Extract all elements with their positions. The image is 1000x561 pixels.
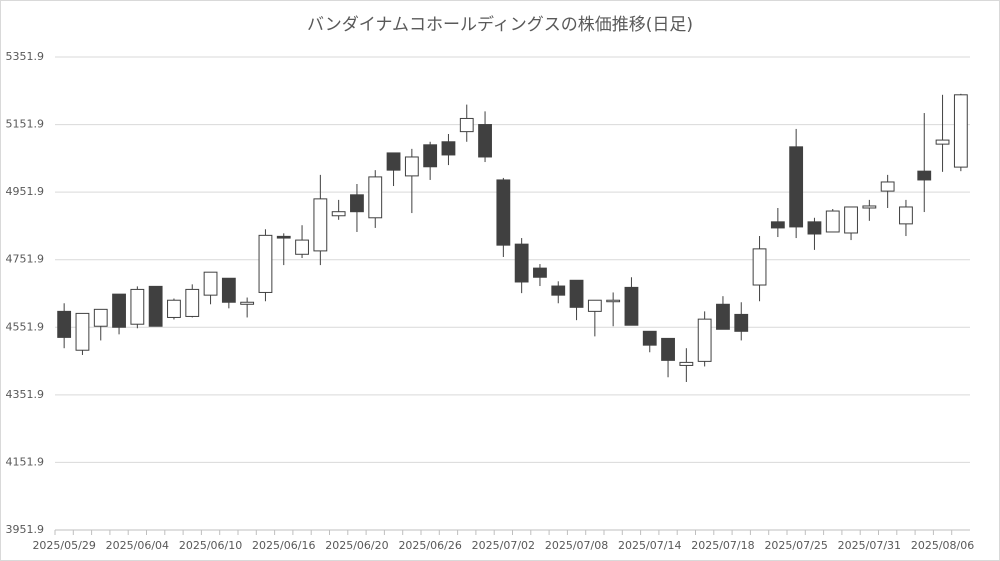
candle-body xyxy=(514,243,529,283)
x-tick-label: 2025/08/06 xyxy=(911,539,974,552)
candle-body xyxy=(258,234,273,293)
candle-body xyxy=(93,308,108,327)
x-tick-label: 2025/07/08 xyxy=(545,539,608,552)
x-tick-label: 2025/06/26 xyxy=(398,539,461,552)
candle-body xyxy=(789,146,804,228)
candle-body xyxy=(953,94,968,168)
candle-body xyxy=(825,210,840,233)
candle-body xyxy=(734,313,749,332)
candle-body xyxy=(642,330,657,346)
candle-body xyxy=(679,361,694,366)
candle-body xyxy=(606,299,621,303)
x-tick-label: 2025/07/31 xyxy=(838,539,901,552)
x-tick-label: 2025/06/20 xyxy=(325,539,388,552)
candle-body xyxy=(807,221,822,235)
candle-body xyxy=(624,286,639,326)
candle-body xyxy=(935,139,950,145)
candle-body xyxy=(569,279,584,308)
candle-body xyxy=(240,301,255,305)
candle-body xyxy=(844,206,858,234)
y-tick-label: 4951.9 xyxy=(6,185,45,198)
y-tick-label: 5151.9 xyxy=(6,118,45,131)
candle-body xyxy=(478,124,492,158)
candle-body xyxy=(276,235,291,239)
candle-body xyxy=(350,194,364,213)
candle-body xyxy=(899,206,913,225)
candle-body xyxy=(386,152,401,171)
candle-body xyxy=(313,198,328,252)
candle-body xyxy=(862,205,877,209)
candle-body xyxy=(752,248,767,286)
candle-body xyxy=(770,221,785,229)
x-tick-label: 2025/05/29 xyxy=(32,539,95,552)
candle-body xyxy=(533,267,547,278)
y-tick-label: 4551.9 xyxy=(6,320,45,333)
x-tick-label: 2025/07/14 xyxy=(618,539,681,552)
candle-body xyxy=(661,337,675,361)
x-tick-label: 2025/07/02 xyxy=(472,539,535,552)
candle-body xyxy=(423,144,438,168)
candle-body xyxy=(551,285,566,296)
y-tick-label: 4351.9 xyxy=(6,388,45,401)
x-tick-label: 2025/07/25 xyxy=(764,539,827,552)
candle-body xyxy=(331,211,346,217)
candle-body xyxy=(404,156,419,177)
chart-title: バンダイナムコホールディングスの株価推移(日足) xyxy=(307,14,693,35)
candle-body xyxy=(295,239,309,255)
x-tick-label: 2025/06/04 xyxy=(106,539,169,552)
candle-body xyxy=(112,293,126,328)
y-tick-label: 4751.9 xyxy=(6,253,45,266)
y-tick-label: 3951.9 xyxy=(6,523,45,536)
candle-body xyxy=(185,288,200,317)
y-tick-label: 5351.9 xyxy=(6,50,45,63)
candle-body xyxy=(917,170,932,181)
candle-body xyxy=(441,141,456,156)
candle-body xyxy=(57,310,72,338)
x-tick-label: 2025/07/18 xyxy=(691,539,754,552)
candle-body xyxy=(203,271,218,296)
candle-body xyxy=(880,181,895,192)
candle-body xyxy=(75,312,90,351)
candle-body xyxy=(697,318,712,362)
x-tick-label: 2025/06/16 xyxy=(252,539,315,552)
candle-body xyxy=(167,299,181,318)
candle-body xyxy=(221,277,236,303)
y-tick-label: 4151.9 xyxy=(6,455,45,468)
candle-body xyxy=(496,179,511,246)
candle-body xyxy=(587,299,602,312)
candle-body xyxy=(130,288,145,325)
candle-body xyxy=(459,117,474,133)
candle-body xyxy=(368,176,383,219)
x-tick-label: 2025/06/10 xyxy=(179,539,242,552)
candle-body xyxy=(716,303,730,330)
candle-body xyxy=(148,285,163,327)
